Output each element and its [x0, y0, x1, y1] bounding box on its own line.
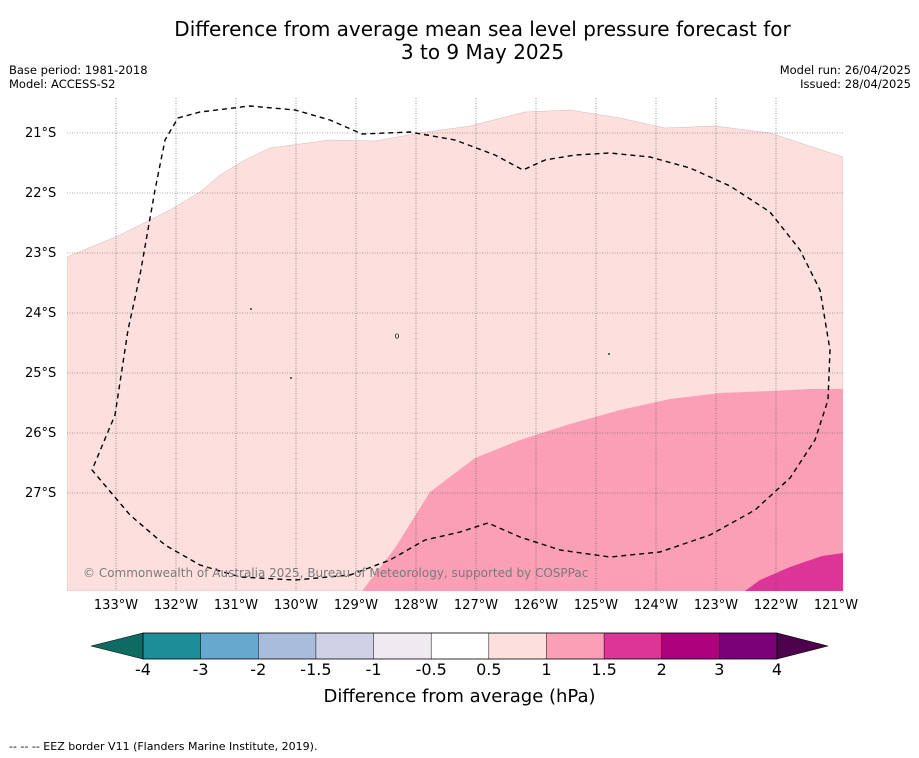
lat-label-26s: 26°S: [25, 426, 57, 441]
lat-label-22s: 22°S: [25, 186, 57, 201]
colorbar-frame: [142, 632, 778, 660]
model-name: Model: ACCESS-S2: [9, 77, 116, 91]
colorbar-tick-label: 1.5: [591, 660, 617, 679]
map-title: Difference from average mean sea level p…: [0, 18, 919, 64]
colorbar-tick-label: 0.5: [476, 660, 502, 679]
title-line-2: 3 to 9 May 2025: [400, 40, 565, 64]
model-run: Model run: 26/04/2025: [779, 63, 911, 77]
copyright-notice: © Commonwealth of Australia 2025, Bureau…: [83, 566, 589, 580]
lon-label-129w: 129°W: [333, 598, 379, 613]
colorbar-tick-label: 1: [541, 660, 552, 679]
colorbar-bin: [143, 633, 201, 659]
lat-label-23s: 23°S: [25, 246, 57, 261]
title-line-1: Difference from average mean sea level p…: [174, 17, 791, 41]
base-period: Base period: 1981-2018: [9, 63, 148, 77]
colorbar-bin: [315, 633, 374, 659]
colorbar-tick-label: -1.5: [300, 660, 332, 679]
lat-label-24s: 24°S: [25, 306, 57, 321]
longitude-gridlines: [115, 98, 777, 591]
lat-label-25s: 25°S: [25, 366, 57, 381]
anomaly-1-to-1.5: [362, 389, 843, 591]
lon-label-132w: 132°W: [153, 598, 199, 613]
anomaly-1.5-to-2: [745, 553, 843, 591]
colorbar-below-min: [90, 632, 144, 660]
model-info: Base period: 1981-2018 Model: ACCESS-S2: [9, 63, 148, 91]
colorbar-tick-label: 3: [714, 660, 725, 679]
colorbar-bin: [200, 633, 259, 659]
colorbar-tick-label: -0.5: [415, 660, 447, 679]
lon-label-126w: 126°W: [513, 598, 559, 613]
colorbar-tick-label: -2: [250, 660, 267, 679]
lon-label-124w: 124°W: [633, 598, 679, 613]
issued-date: Issued: 28/04/2025: [800, 77, 911, 91]
colorbar-bin: [546, 633, 605, 659]
map-area: [67, 98, 843, 591]
eez-legend-note: -- -- -- EEZ border V11 (Flanders Marine…: [9, 740, 318, 753]
lon-label-121w: 121°W: [813, 598, 859, 613]
colorbar-bin: [488, 633, 547, 659]
run-info: Model run: 26/04/2025 Issued: 28/04/2025: [780, 63, 911, 91]
colorbar-tick-label: -1: [365, 660, 382, 679]
colorbar-bin: [431, 633, 490, 659]
colorbar-tick-label: -3: [192, 660, 209, 679]
lon-label-133w: 133°W: [93, 598, 139, 613]
colorbar: [90, 632, 829, 660]
colorbar-bin: [661, 633, 720, 659]
latitude-gridlines: [67, 132, 843, 494]
lon-label-125w: 125°W: [573, 598, 619, 613]
lon-label-130w: 130°W: [273, 598, 319, 613]
eez-border: [91, 105, 831, 581]
lat-label-27s: 27°S: [25, 486, 57, 501]
colorbar-bins: [143, 633, 778, 659]
colorbar-above-max: [776, 632, 829, 660]
colorbar-bin: [258, 633, 317, 659]
colorbar-tick-label: 2: [656, 660, 667, 679]
lon-label-128w: 128°W: [393, 598, 439, 613]
colorbar-bin: [604, 633, 663, 659]
lat-label-21s: 21°S: [25, 126, 57, 141]
colorbar-bin: [373, 633, 432, 659]
colorbar-title: Difference from average (hPa): [323, 686, 596, 707]
lon-label-131w: 131°W: [213, 598, 259, 613]
colorbar-bin: [719, 633, 778, 659]
colorbar-tick-label: -4: [135, 660, 151, 679]
island-markers: [250, 308, 610, 379]
colorbar-tick-label: 4: [771, 660, 783, 679]
lon-label-127w: 127°W: [453, 598, 499, 613]
lon-label-122w: 122°W: [753, 598, 799, 613]
lon-label-123w: 123°W: [693, 598, 739, 613]
